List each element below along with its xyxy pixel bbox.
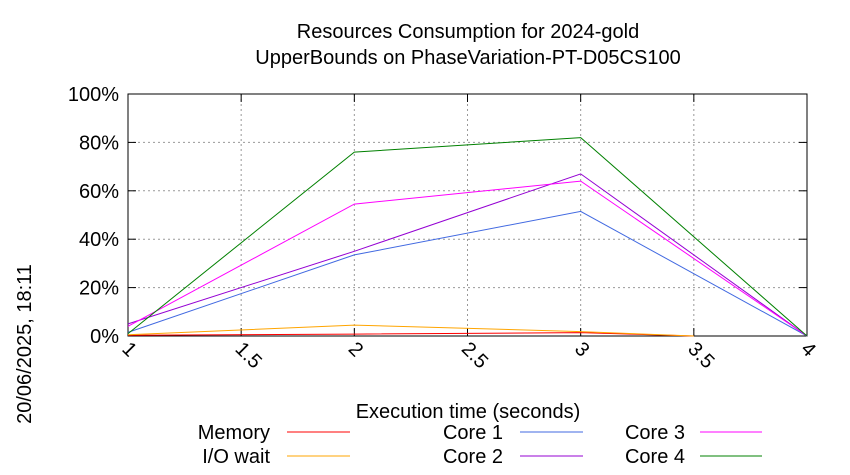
y-tick-label: 40% <box>79 229 119 251</box>
series-line-i-o-wait <box>127 324 694 337</box>
legend-label: Core 4 <box>625 446 685 468</box>
x-tick-label: 1.5 <box>231 338 266 373</box>
chart-title-line-1: Resources Consumption for 2024-gold <box>297 21 639 43</box>
grid <box>127 93 808 337</box>
legend-label: I/O wait <box>202 446 270 468</box>
series-line-core-4 <box>127 137 808 337</box>
y-tick-label: 80% <box>79 132 119 154</box>
x-tick-label: 3.5 <box>683 338 718 373</box>
x-axis: 1 1.5 2 2.5 3 3.5 4 <box>117 94 820 373</box>
x-tick-label: 1 <box>117 338 140 361</box>
legend-label: Memory <box>198 422 270 444</box>
y-tick-label: 20% <box>79 278 119 300</box>
legend-label: Core 1 <box>443 422 503 444</box>
series-lines <box>127 137 808 337</box>
timestamp-label: 20/06/2025, 18:11 <box>14 264 36 424</box>
chart-title-line-2: UpperBounds on PhaseVariation-PT-D05CS10… <box>255 47 680 69</box>
y-tick-label: 100% <box>68 84 119 106</box>
x-axis-label: Execution time (seconds) <box>356 401 581 423</box>
series-line-core-3 <box>127 180 808 337</box>
x-tick-label: 2.5 <box>457 338 492 373</box>
series-line-core-2 <box>127 173 808 337</box>
y-tick-label: 0% <box>90 326 119 348</box>
y-axis: 0% 20% 40% 60% 80% 100% <box>68 84 807 348</box>
x-tick-label: 4 <box>796 338 819 361</box>
x-tick-label: 2 <box>344 338 367 361</box>
x-tick-label: 3 <box>570 338 593 361</box>
legend-label: Core 2 <box>443 446 503 468</box>
legend-label: Core 3 <box>625 422 685 444</box>
series-line-core-1 <box>127 210 808 337</box>
y-tick-label: 60% <box>79 181 119 203</box>
